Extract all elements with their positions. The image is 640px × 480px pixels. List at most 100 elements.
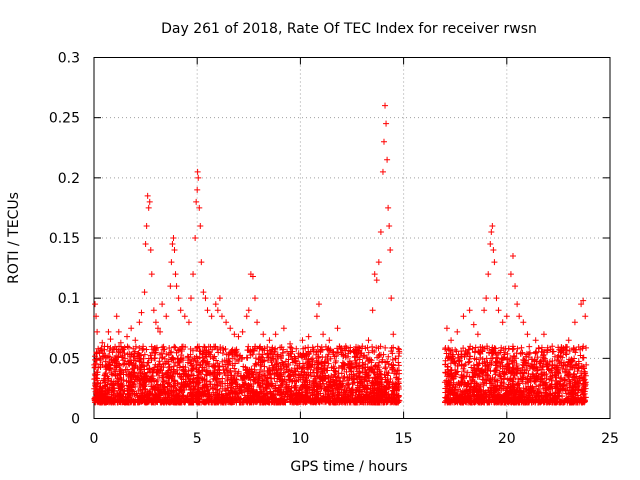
data-point: [337, 346, 344, 353]
data-point: [314, 359, 321, 366]
data-point: [203, 362, 210, 369]
data-point: [391, 391, 398, 398]
data-point: [371, 370, 378, 377]
data-point: [244, 354, 251, 361]
data-point: [332, 378, 339, 385]
data-point: [302, 378, 309, 385]
data-point: [122, 366, 129, 373]
data-point: [113, 313, 120, 320]
data-point: [454, 328, 461, 335]
data-point: [154, 368, 161, 375]
data-point: [261, 347, 268, 354]
data-point: [225, 357, 232, 364]
data-point: [283, 386, 290, 393]
data-point: [211, 353, 218, 360]
data-point: [143, 346, 150, 353]
data-point: [128, 325, 135, 332]
data-point: [257, 366, 264, 373]
data-point: [245, 307, 252, 314]
data-point: [277, 353, 284, 360]
data-point: [168, 348, 175, 355]
data-point: [213, 357, 220, 364]
data-point: [166, 364, 173, 371]
data-point: [227, 325, 234, 332]
data-point: [159, 301, 166, 308]
data-point: [499, 319, 506, 326]
data-point: [504, 350, 511, 357]
data-point: [314, 388, 321, 395]
data-point: [206, 393, 213, 400]
data-point: [460, 313, 467, 320]
data-point: [136, 319, 143, 326]
data-point: [481, 307, 488, 314]
data-point: [388, 345, 395, 352]
data-point: [180, 393, 187, 400]
data-point: [382, 364, 389, 371]
data-point: [319, 369, 326, 376]
data-point: [379, 376, 386, 383]
data-point: [197, 371, 204, 378]
data-point: [470, 321, 477, 328]
data-point: [261, 368, 268, 375]
data-point: [485, 271, 492, 278]
data-point: [347, 364, 354, 371]
data-point: [383, 369, 390, 376]
chart-title: Day 261 of 2018, Rate Of TEC Index for r…: [161, 21, 537, 37]
data-point: [287, 351, 294, 358]
data-point: [145, 204, 152, 211]
data-point: [286, 371, 293, 378]
data-point: [289, 369, 296, 376]
data-point: [185, 319, 192, 326]
data-point: [148, 357, 155, 364]
data-point: [129, 388, 136, 395]
data-point: [256, 345, 263, 352]
data-point: [176, 371, 183, 378]
data-point: [251, 362, 258, 369]
data-point: [324, 367, 331, 374]
data-point: [503, 313, 510, 320]
data-point: [369, 343, 376, 350]
data-point: [270, 390, 277, 397]
data-point: [219, 358, 226, 365]
data-point: [266, 337, 273, 344]
data-point: [212, 301, 219, 308]
data-point: [223, 319, 230, 326]
data-point: [483, 295, 490, 302]
data-point: [353, 372, 360, 379]
data-point: [377, 343, 384, 350]
data-point: [226, 380, 233, 387]
data-point: [373, 381, 380, 388]
data-point: [186, 383, 193, 390]
data-point: [260, 331, 267, 338]
data-point: [201, 353, 208, 360]
data-point: [359, 375, 366, 382]
data-point: [382, 374, 389, 381]
data-point: [97, 356, 104, 363]
data-point: [180, 355, 187, 362]
data-point: [489, 222, 496, 229]
data-point: [272, 331, 279, 338]
data-point: [395, 362, 402, 369]
x-tick-label: 20: [498, 431, 516, 447]
data-point: [159, 374, 166, 381]
data-point: [265, 353, 272, 360]
data-point: [371, 271, 378, 278]
data-point: [147, 352, 154, 359]
data-point: [130, 352, 137, 359]
data-point: [117, 374, 124, 381]
data-point: [384, 156, 391, 163]
data-point: [332, 367, 339, 374]
data-point: [163, 313, 170, 320]
data-point: [289, 356, 296, 363]
data-point: [278, 344, 285, 351]
data-point: [219, 375, 226, 382]
data-point: [315, 364, 322, 371]
data-point: [393, 374, 400, 381]
data-point: [165, 390, 172, 397]
data-point: [283, 364, 290, 371]
data-point: [202, 295, 209, 302]
data-point: [359, 359, 366, 366]
data-point: [316, 374, 323, 381]
data-point: [339, 382, 346, 389]
data-point: [135, 387, 142, 394]
